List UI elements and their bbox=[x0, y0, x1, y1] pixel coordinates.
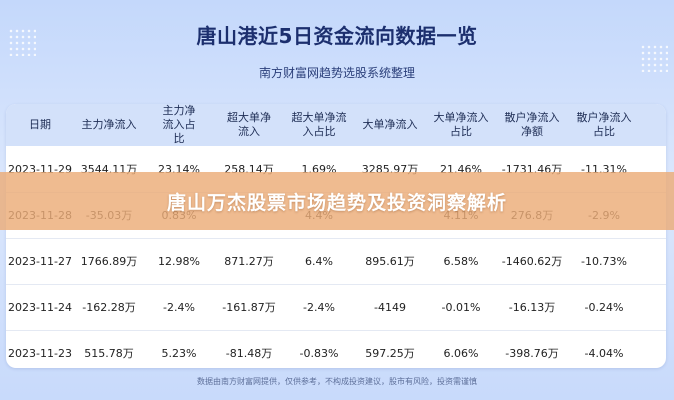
cell-date: 2023-11-24 bbox=[8, 300, 72, 314]
cell-retail-ratio: -4.04% bbox=[584, 346, 624, 360]
column-header-main-inflow: 主力净流入 bbox=[81, 118, 137, 131]
table-row: 2023-11-24 -162.28万 -2.4% -161.87万 -2.4%… bbox=[6, 284, 666, 331]
headline-text: 唐山万杰股票市场趋势及投资洞察解析 bbox=[166, 191, 507, 214]
decorative-dots-left bbox=[8, 28, 36, 56]
cell-large-inflow: -4149 bbox=[374, 300, 406, 314]
cell-retail-inflow: -398.76万 bbox=[505, 347, 559, 360]
table-row: 2023-11-27 1766.89万 12.98% 871.27万 6.4% … bbox=[6, 238, 666, 285]
headline-banner: 唐山万杰股票市场趋势及投资洞察解析 bbox=[0, 172, 674, 230]
cell-main-inflow: 1766.89万 bbox=[80, 255, 138, 268]
column-header-super-large-ratio: 超大单净流入占比 bbox=[291, 111, 347, 138]
column-header-large-ratio: 大单净流入占比 bbox=[433, 111, 489, 138]
cell-retail-inflow: -16.13万 bbox=[508, 301, 556, 314]
cell-super-large-inflow: -81.48万 bbox=[225, 347, 273, 360]
column-header-super-large-inflow: 超大单净流入 bbox=[227, 111, 271, 138]
cell-main-ratio: 12.98% bbox=[158, 254, 200, 268]
column-header-large-inflow: 大单净流入 bbox=[362, 118, 418, 131]
cell-super-large-inflow: -161.87万 bbox=[222, 301, 276, 314]
column-header-main-inflow-ratio: 主力净流入占比 bbox=[162, 104, 196, 145]
cell-main-inflow: 515.78万 bbox=[84, 347, 134, 360]
table-header: 日期 主力净流入 主力净流入占比 超大单净流入 超大单净流入占比 大单净流入 大… bbox=[6, 104, 666, 146]
cell-retail-inflow: -1460.62万 bbox=[501, 255, 563, 268]
table-row: 2023-11-23 515.78万 5.23% -81.48万 -0.83% … bbox=[6, 330, 666, 368]
cell-main-ratio: 5.23% bbox=[161, 346, 197, 360]
cell-large-inflow: 895.61万 bbox=[365, 255, 415, 268]
cell-main-ratio: -2.4% bbox=[163, 300, 195, 314]
cell-large-inflow: 597.25万 bbox=[365, 347, 415, 360]
cell-super-large-inflow: 871.27万 bbox=[224, 255, 274, 268]
cell-super-large-ratio: 6.4% bbox=[305, 254, 333, 268]
cell-large-ratio: 6.06% bbox=[443, 346, 479, 360]
cell-date: 2023-11-23 bbox=[8, 346, 72, 360]
column-header-date: 日期 bbox=[29, 118, 51, 131]
cell-large-ratio: 6.58% bbox=[443, 254, 479, 268]
cell-large-ratio: -0.01% bbox=[441, 300, 481, 314]
decorative-dots-right bbox=[640, 44, 668, 72]
cell-main-inflow: -162.28万 bbox=[82, 301, 136, 314]
cell-retail-ratio: -10.73% bbox=[581, 254, 627, 268]
data-table-card: 日期 主力净流入 主力净流入占比 超大单净流入 超大单净流入占比 大单净流入 大… bbox=[6, 104, 666, 368]
column-header-retail-ratio: 散户净流入占比 bbox=[576, 111, 632, 138]
disclaimer-footer: 数据由南方财富网提供，仅供参考，不构成投资建议，股市有风险，投资需谨慎 bbox=[197, 377, 477, 386]
column-header-retail-inflow: 散户净流入净额 bbox=[504, 111, 560, 138]
cell-super-large-ratio: -2.4% bbox=[303, 300, 335, 314]
page-title: 唐山港近5日资金流向数据一览 bbox=[196, 24, 478, 48]
page-subtitle: 南方财富网趋势选股系统整理 bbox=[258, 66, 415, 80]
cell-super-large-ratio: -0.83% bbox=[299, 346, 339, 360]
cell-date: 2023-11-27 bbox=[8, 254, 72, 268]
cell-retail-ratio: -0.24% bbox=[584, 300, 624, 314]
